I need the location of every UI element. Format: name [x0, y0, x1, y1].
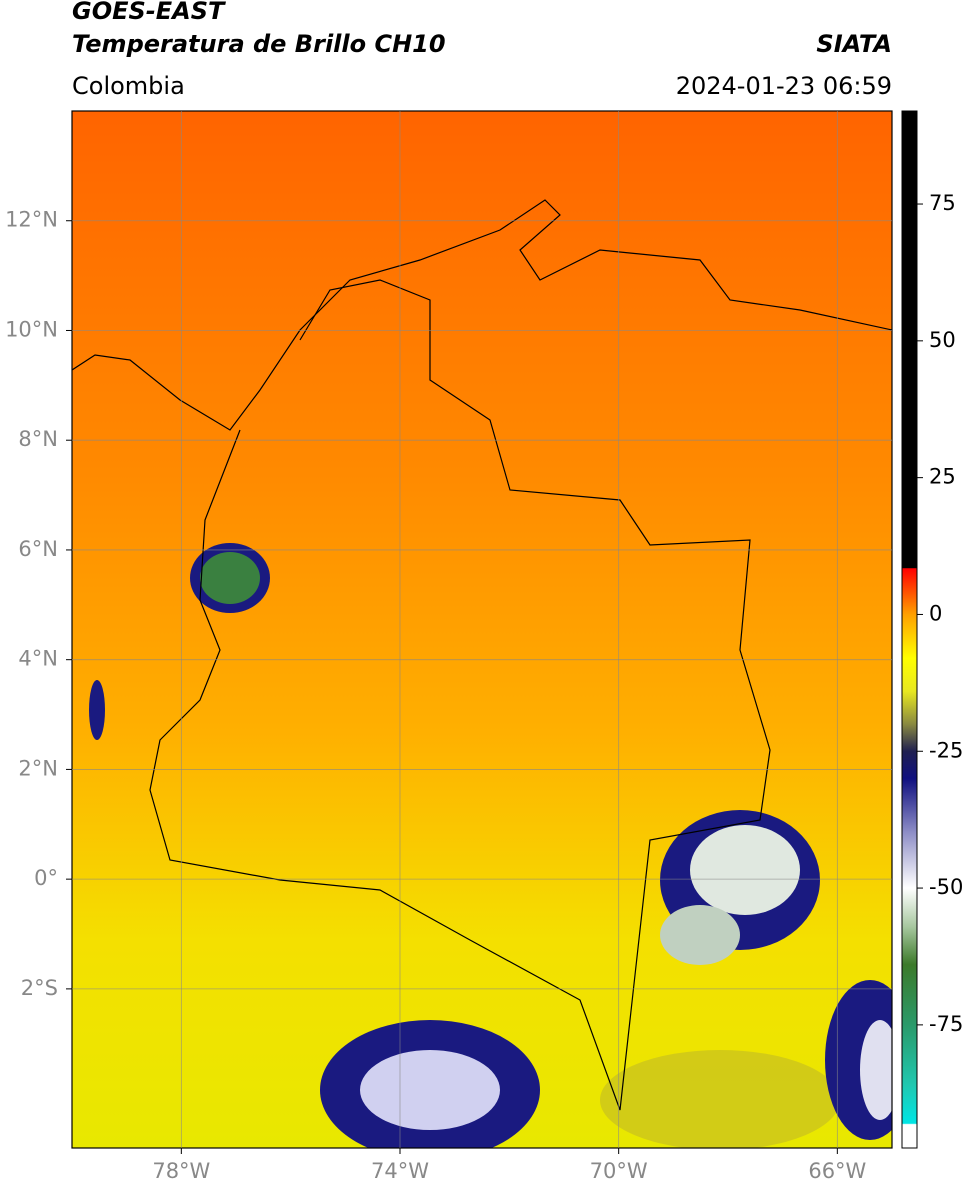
colorbar-tick-label: -25 [929, 738, 963, 762]
colorbar [901, 110, 918, 1149]
y-tick-label: 8°N [18, 427, 58, 451]
colorbar-tick-label: 0 [929, 601, 942, 625]
x-tick-label: 78°W [152, 1159, 210, 1183]
colorbar-tick-label: 75 [929, 191, 956, 215]
x-tick-label: 66°W [808, 1159, 866, 1183]
x-tick-label: 74°W [371, 1159, 429, 1183]
y-tick-label: 2°S [21, 976, 58, 1000]
y-tick-label: 12°N [5, 208, 58, 232]
x-tick-label: 70°W [590, 1159, 648, 1183]
y-tick-label: 4°N [18, 647, 58, 671]
map-frame [71, 110, 893, 1149]
y-tick-label: 10°N [5, 317, 58, 341]
colorbar-tick-label: 50 [929, 328, 956, 352]
y-tick-label: 0° [34, 866, 58, 890]
y-tick-label: 6°N [18, 537, 58, 561]
y-tick-label: 2°N [18, 756, 58, 780]
datetime: 2024-01-23 06:59 [676, 72, 892, 100]
title: GOES-EAST [72, 0, 226, 25]
colorbar-tick-label: 25 [929, 465, 956, 489]
colorbar-tick-label: -75 [929, 1012, 963, 1036]
subtitle: Temperatura de Brillo CH10 [72, 30, 446, 58]
map-image [72, 111, 892, 1148]
region: Colombia [72, 72, 185, 100]
colorbar-tick-label: -50 [929, 875, 963, 899]
source: SIATA [816, 30, 892, 58]
